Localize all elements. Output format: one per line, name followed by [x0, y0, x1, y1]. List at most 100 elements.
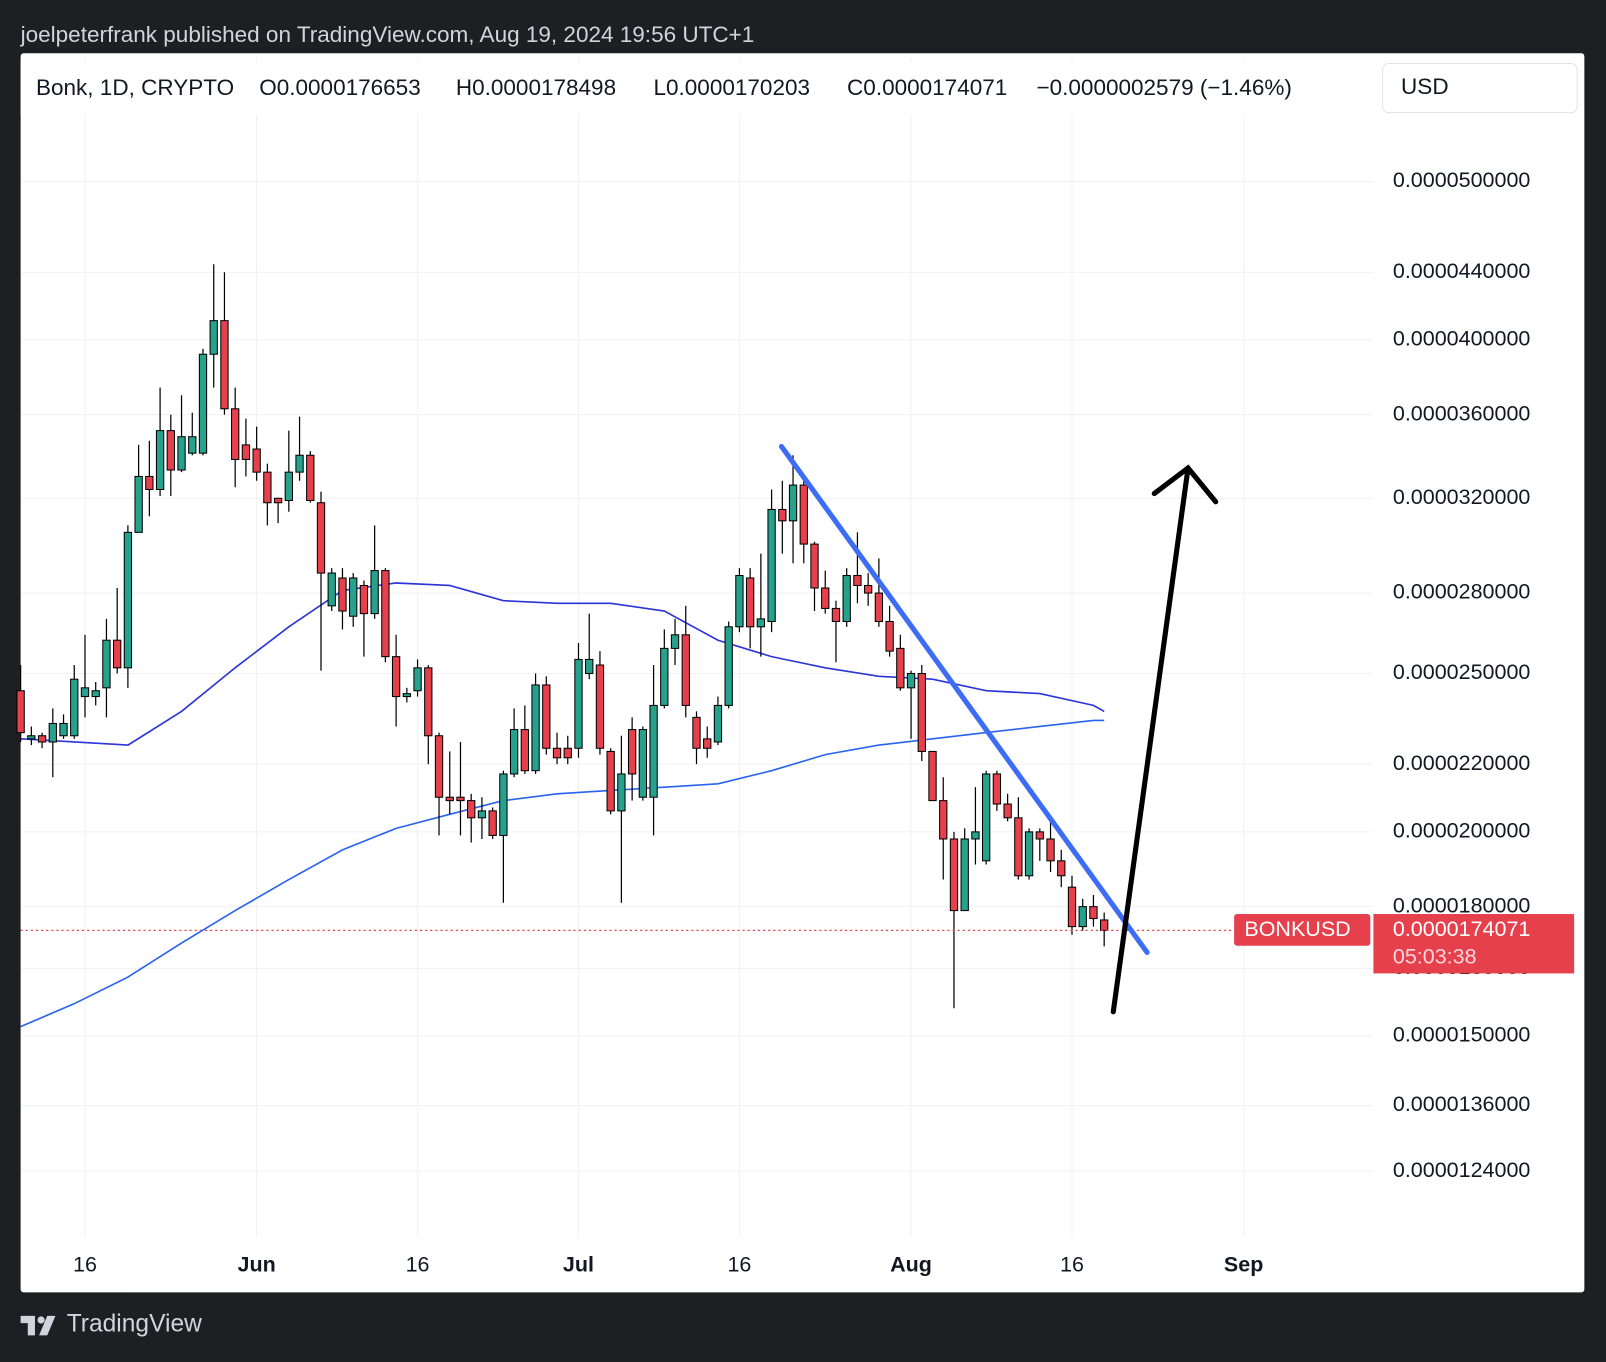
candle-body: [745, 577, 755, 628]
overlay: BONKUSD 0.0000174071 05:03:38: [1234, 914, 1575, 974]
candle-body: [917, 672, 926, 752]
candle-body: [799, 484, 808, 545]
candle-body: [456, 796, 465, 802]
candle-body: [220, 320, 229, 410]
candle-body: [499, 773, 508, 836]
x-tick-label: Jul: [563, 1252, 594, 1276]
x-tick-label: Jun: [238, 1252, 276, 1276]
y-tick-label: 0.0000320000: [1393, 485, 1531, 509]
candle-body: [703, 738, 712, 749]
candle-body: [295, 454, 304, 473]
y-tick-label: 0.0000360000: [1393, 401, 1531, 425]
x-tick-label: 16: [73, 1252, 97, 1276]
candle-body: [692, 716, 701, 749]
ohlc-close: C0.0000174071: [847, 75, 1007, 100]
low-value: 0.0000170203: [666, 75, 810, 100]
tradingview-logo: [20, 1315, 56, 1336]
candle-body: [166, 430, 175, 471]
candle-body: [552, 747, 562, 759]
candle-body: [113, 639, 122, 669]
candle-body: [778, 508, 787, 522]
candle-body: [949, 838, 959, 912]
candle-body: [48, 722, 57, 743]
candle-body: [982, 773, 991, 862]
candle-body: [724, 626, 733, 706]
y-tick-label: 0.0000180000: [1393, 893, 1531, 917]
legend-backdrop: [20, 61, 1373, 115]
close-value: 0.0000174071: [863, 75, 1007, 100]
symbol-info: Bonk, 1D, CRYPTO: [36, 75, 234, 100]
candle-body: [670, 634, 680, 649]
candle-body: [595, 664, 605, 749]
symbol-tag: [1234, 914, 1371, 946]
x-tick-label: Aug: [890, 1252, 932, 1276]
candle-body: [1035, 831, 1044, 840]
candle-body: [338, 577, 347, 612]
candle-body: [273, 497, 283, 504]
candle-body: [91, 690, 100, 698]
candle-body: [27, 735, 36, 740]
candle-body: [16, 690, 25, 734]
candle-body: [424, 667, 433, 737]
candle-body: [134, 475, 143, 533]
candle-body: [585, 658, 594, 674]
y-tick-label: 0.0000250000: [1393, 660, 1531, 684]
candle-body: [906, 672, 916, 689]
candle-body: [1003, 803, 1012, 819]
candle-body: [263, 471, 272, 504]
candle-body: [284, 471, 293, 502]
candle-body: [928, 750, 937, 802]
candle-body: [531, 684, 540, 772]
currency-label: USD: [1401, 74, 1449, 99]
candle-body: [413, 667, 422, 692]
candle-body: [885, 620, 894, 652]
candle-body: [188, 436, 197, 454]
candle-body: [349, 577, 358, 617]
y-tick-label: 0.0000500000: [1393, 168, 1531, 192]
candle-body: [939, 800, 948, 840]
open-value: 0.0000176653: [277, 75, 421, 100]
candle-body: [434, 735, 444, 798]
candle-body: [992, 773, 1002, 805]
candle-body: [1100, 919, 1109, 931]
candle-body: [627, 729, 637, 775]
candle-body: [1067, 886, 1077, 928]
arrow-drawing: [1110, 464, 1219, 1015]
candle-body: [638, 729, 648, 798]
x-tick-label: 16: [1060, 1252, 1084, 1276]
candle-body: [391, 656, 401, 698]
plot-area: 0.0000500000 0.0000440000 0.0000400000 0.00…: [16, 56, 1531, 1276]
ohlc-low: L0.0000170203: [653, 75, 810, 100]
moving-average: [20, 719, 1105, 1028]
candle-body: [316, 502, 326, 574]
candle-body: [542, 684, 551, 749]
high-label: H: [456, 75, 472, 100]
candle-body: [370, 570, 379, 615]
y-tick-label: 0.0000220000: [1393, 751, 1531, 775]
x-tick-label: Sep: [1224, 1252, 1263, 1276]
moving-average: [20, 582, 1105, 746]
candle-body: [123, 531, 133, 669]
ohlc-open: O0.0000176653: [259, 75, 421, 100]
candle-body: [1014, 817, 1023, 877]
candle-body: [660, 647, 669, 706]
candle-body: [80, 687, 90, 698]
logo-dot: [37, 1316, 45, 1324]
close-label: C: [847, 75, 863, 100]
symbol-tag-label: BONKUSD: [1244, 917, 1350, 941]
currency-button[interactable]: [1382, 62, 1578, 114]
candle-body: [477, 810, 487, 819]
price-tag: [1373, 914, 1575, 974]
candle-body: [756, 618, 766, 628]
candle-body: [467, 800, 476, 819]
candle-body: [960, 838, 969, 912]
candle-body: [231, 408, 240, 460]
candle-body: [971, 831, 980, 840]
y-tick-label: 0.0000150000: [1393, 1023, 1531, 1047]
candle-body: [681, 634, 690, 706]
y-tick-label: 0.0000200000: [1393, 819, 1531, 843]
candle-body: [1078, 906, 1087, 928]
candle-body: [842, 575, 851, 623]
high-value: 0.0000178498: [472, 75, 616, 100]
candle-body: [37, 735, 47, 743]
